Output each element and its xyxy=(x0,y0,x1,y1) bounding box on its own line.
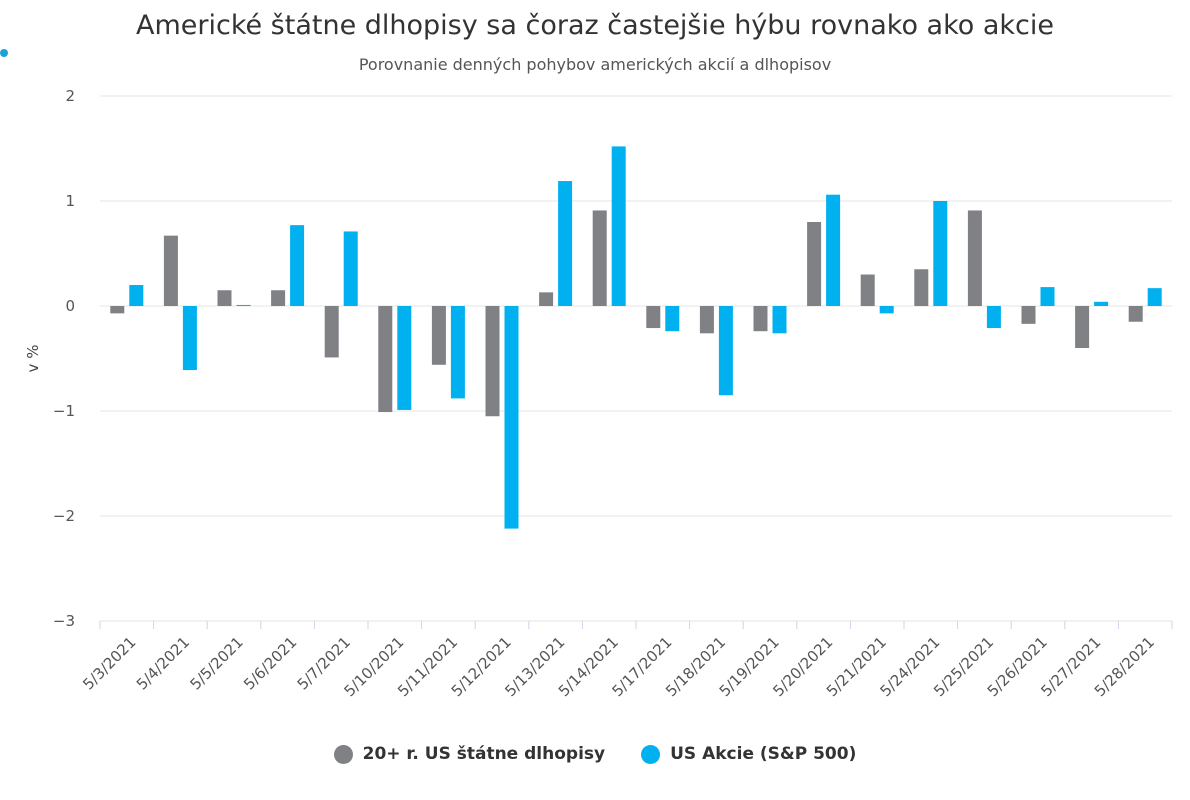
y-tick-label: 1 xyxy=(65,192,75,210)
bar-stocks xyxy=(450,306,465,399)
bar-stocks xyxy=(933,201,948,306)
bar-bonds xyxy=(914,269,929,306)
bar-stocks xyxy=(986,306,1001,329)
chart-subtitle: Porovnanie denných pohybov amerických ak… xyxy=(358,55,832,74)
bar-bonds xyxy=(699,306,714,334)
x-tick-label: 5/4/2021 xyxy=(133,633,193,693)
bar-stocks xyxy=(129,285,144,306)
bar-bonds xyxy=(1128,306,1143,322)
bar-bonds xyxy=(592,210,607,306)
bar-bonds xyxy=(1075,306,1090,348)
bar-stocks xyxy=(1147,288,1162,306)
chart-title: Americké štátne dlhopisy sa čoraz častej… xyxy=(135,10,1055,41)
bar-bonds xyxy=(485,306,500,417)
bar-bonds xyxy=(378,306,393,413)
bar-bonds xyxy=(110,306,125,314)
x-tick-label: 5/5/2021 xyxy=(186,633,246,693)
bar-stocks xyxy=(236,304,251,306)
bar-stocks xyxy=(182,306,197,371)
bar-stocks xyxy=(611,146,626,306)
legend-item-stocks[interactable]: US Akcie (S&P 500) xyxy=(641,744,856,764)
bar-bonds xyxy=(753,306,768,332)
legend-swatch-stocks xyxy=(641,744,661,764)
legend-swatch-bonds xyxy=(333,744,353,764)
bar-stocks xyxy=(772,306,787,334)
bar-bonds xyxy=(1021,306,1036,324)
bar-bonds xyxy=(807,222,822,306)
bar-bonds xyxy=(324,306,339,358)
bar-stocks xyxy=(343,231,358,306)
bar-stocks xyxy=(1094,301,1109,306)
bar-bonds xyxy=(163,235,178,306)
bar-bonds xyxy=(646,306,661,329)
y-tick-label: 0 xyxy=(65,297,75,315)
legend-label-stocks: US Akcie (S&P 500) xyxy=(670,744,857,764)
bar-stocks xyxy=(290,225,305,306)
bar-bonds xyxy=(217,290,232,306)
y-tick-label: 2 xyxy=(65,87,75,105)
x-tick-label: 5/3/2021 xyxy=(79,633,139,693)
bar-bonds xyxy=(271,290,286,306)
bar-stocks xyxy=(397,306,412,410)
bar-stocks xyxy=(504,306,519,529)
bar-stocks xyxy=(718,306,733,396)
bar-stocks xyxy=(665,306,680,332)
bar-stocks xyxy=(879,306,894,314)
bar-stocks xyxy=(826,194,841,306)
x-tick-label: 5/6/2021 xyxy=(240,633,300,693)
bar-bonds xyxy=(539,292,554,306)
bar-chart: 2 1 0 −1 −2 −3 v % 5/3/20215/4/20215/5/20215/6/… xyxy=(24,87,1173,700)
corner-dot xyxy=(0,49,8,57)
y-tick-label: −2 xyxy=(53,507,75,525)
bar-bonds xyxy=(860,274,875,306)
bar-stocks xyxy=(558,181,573,306)
bar-bonds xyxy=(967,210,982,306)
legend-item-bonds[interactable]: 20+ r. US štátne dlhopisy xyxy=(333,744,606,764)
legend-label-bonds: 20+ r. US štátne dlhopisy xyxy=(362,744,606,764)
y-tick-label: −1 xyxy=(53,402,75,420)
bar-stocks xyxy=(1040,287,1055,306)
y-tick-label: −3 xyxy=(53,612,75,630)
bar-bonds xyxy=(431,306,446,365)
legend: 20+ r. US štátne dlhopisy US Akcie (S&P … xyxy=(0,744,1190,764)
y-axis-label: v % xyxy=(24,345,42,373)
